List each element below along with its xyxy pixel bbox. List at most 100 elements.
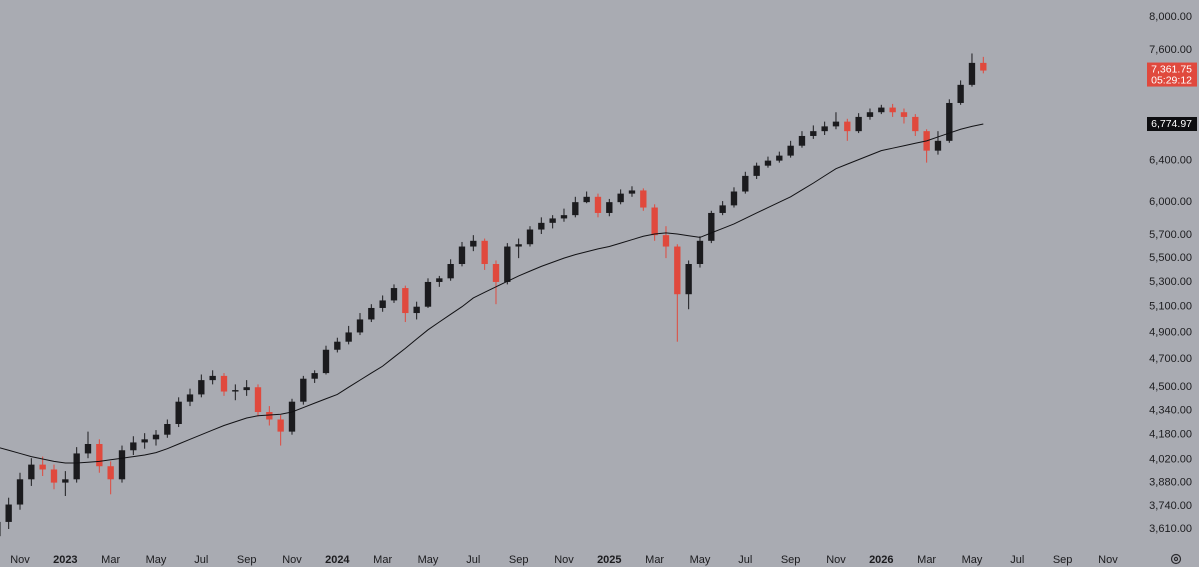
- candle-body: [538, 222, 545, 230]
- candle-body: [220, 375, 228, 392]
- candle-body: [62, 479, 69, 483]
- candle-body: [832, 121, 840, 127]
- candle-body: [719, 205, 726, 213]
- candle-body: [368, 307, 375, 320]
- candle-body: [232, 390, 239, 392]
- x-tick-label: Jul: [1010, 554, 1024, 566]
- candle-body: [549, 218, 556, 223]
- candle-body: [889, 107, 896, 113]
- candle-body: [50, 469, 58, 483]
- x-tick-label: Mar: [373, 554, 392, 566]
- x-tick-label: 2023: [53, 554, 77, 566]
- candle-body: [152, 434, 160, 440]
- candle-body: [730, 191, 738, 206]
- last-price-label: 7,361.75: [1151, 63, 1192, 75]
- x-tick-label: May: [418, 554, 439, 566]
- y-tick-label: 5,500.00: [1149, 252, 1192, 264]
- x-tick-label: Nov: [826, 554, 846, 566]
- candle-body: [16, 479, 24, 505]
- candle-body: [402, 288, 409, 314]
- candle-body: [470, 240, 477, 247]
- candle-body: [379, 300, 386, 308]
- settings-hub: [1173, 556, 1179, 562]
- candle-body: [254, 387, 262, 413]
- candle-body: [5, 504, 12, 522]
- candle-body: [356, 319, 364, 333]
- y-tick-label: 4,900.00: [1149, 326, 1192, 338]
- x-tick-label: Jul: [466, 554, 480, 566]
- x-tick-label: May: [690, 554, 711, 566]
- settings-icon[interactable]: [1170, 553, 1182, 565]
- candle-body: [345, 332, 352, 342]
- candle-body: [640, 190, 647, 208]
- y-tick-label: 4,180.00: [1149, 429, 1192, 441]
- x-tick-label: Jul: [194, 554, 208, 566]
- candle-body: [594, 196, 602, 213]
- candle-body: [73, 453, 80, 480]
- y-tick-label: 3,880.00: [1149, 477, 1192, 489]
- candle-body: [583, 196, 590, 203]
- candle-body: [492, 264, 500, 282]
- candle-body: [266, 412, 273, 420]
- candle-body: [946, 102, 953, 141]
- y-tick-label: 5,700.00: [1149, 229, 1192, 241]
- candle-body: [118, 450, 126, 480]
- candle-body: [322, 349, 330, 374]
- y-tick-label: 3,610.00: [1149, 523, 1192, 535]
- candle-body: [334, 341, 341, 350]
- candle-body: [821, 126, 828, 132]
- x-tick-label: Mar: [645, 554, 664, 566]
- candle-body: [107, 466, 114, 480]
- candle-body: [560, 215, 568, 219]
- ma-price-label: 6,774.97: [1151, 118, 1192, 130]
- candle-body: [810, 131, 817, 136]
- candle-body: [436, 278, 443, 282]
- candle-body: [28, 464, 35, 480]
- x-tick-label: Sep: [237, 554, 257, 566]
- x-tick-label: Nov: [1098, 554, 1118, 566]
- candle-body: [674, 246, 681, 295]
- candle-body: [209, 375, 216, 381]
- candle-body: [515, 244, 522, 247]
- plot-area: [0, 53, 987, 537]
- candle-body: [900, 112, 908, 117]
- candle-body: [96, 443, 103, 467]
- candle-body: [504, 246, 511, 282]
- last-price-box: [1147, 62, 1197, 87]
- y-tick-label: 4,340.00: [1149, 404, 1192, 416]
- x-tick-label: Nov: [282, 554, 302, 566]
- candle-body: [866, 112, 874, 117]
- candle-body: [175, 401, 182, 425]
- candle-body: [447, 264, 454, 279]
- x-tick-label: 2025: [597, 554, 621, 566]
- x-tick-label: Mar: [101, 554, 120, 566]
- y-tick-label: 4,700.00: [1149, 353, 1192, 365]
- candle-body: [243, 387, 250, 391]
- candle-body: [606, 202, 613, 213]
- candle-body: [878, 107, 885, 113]
- candle-body: [651, 207, 658, 236]
- ma-price-box: [1147, 116, 1197, 131]
- x-tick-label: Jul: [738, 554, 752, 566]
- candle-body: [300, 378, 307, 402]
- candle-body: [277, 419, 284, 432]
- candle-body: [526, 229, 534, 245]
- candle-body: [84, 443, 92, 454]
- x-tick-label: Sep: [1053, 554, 1073, 566]
- candle-body: [685, 264, 692, 295]
- candle-body: [413, 306, 420, 314]
- candle-body: [424, 281, 432, 307]
- candle-body: [458, 246, 466, 265]
- candle-body: [844, 121, 851, 132]
- candle-body: [855, 116, 862, 132]
- x-tick-label: Nov: [10, 554, 30, 566]
- candle-body: [311, 373, 318, 379]
- candle-body: [572, 202, 579, 216]
- x-tick-label: 2026: [869, 554, 893, 566]
- x-tick-label: Sep: [509, 554, 529, 566]
- y-tick-label: 7,600.00: [1149, 44, 1192, 56]
- candle-body: [753, 165, 760, 176]
- candle-body: [708, 212, 715, 241]
- candle-body: [968, 62, 976, 85]
